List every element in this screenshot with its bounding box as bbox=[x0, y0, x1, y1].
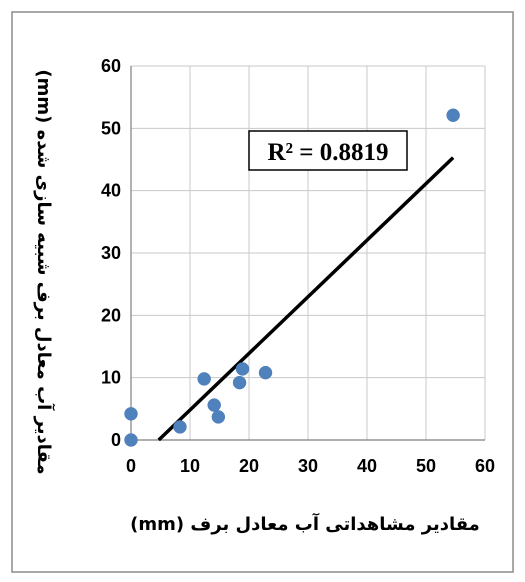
x-tick-label-0: 0 bbox=[126, 456, 136, 476]
data-point-0-6 bbox=[232, 375, 247, 390]
r-squared-box bbox=[248, 130, 408, 171]
x-tick-label-3: 30 bbox=[298, 456, 318, 476]
y-tick-label-1: 10 bbox=[101, 368, 121, 388]
x-tick-label-2: 20 bbox=[239, 456, 259, 476]
y-tick-label-2: 20 bbox=[101, 305, 121, 325]
data-point-0-9 bbox=[446, 108, 460, 122]
y-tick-labels: 0 10 20 30 40 50 60 bbox=[101, 56, 121, 450]
x-tick-label-1: 10 bbox=[180, 456, 200, 476]
data-point-0-2 bbox=[173, 420, 187, 434]
x-tick-label-4: 40 bbox=[357, 456, 377, 476]
trendline-layer bbox=[157, 156, 455, 442]
trendline bbox=[157, 156, 455, 442]
data-point-0-0 bbox=[124, 407, 138, 421]
data-points bbox=[124, 108, 460, 447]
data-point-0-7 bbox=[235, 362, 250, 376]
x-tick-labels: 0 10 20 30 40 50 60 bbox=[126, 456, 495, 476]
y-tick-label-4: 40 bbox=[101, 181, 121, 201]
y-tick-label-5: 50 bbox=[101, 118, 121, 138]
plot-axes bbox=[130, 66, 485, 441]
data-point-0-5 bbox=[211, 410, 226, 424]
y-tick-label-3: 30 bbox=[101, 243, 121, 263]
r-squared-annotation: R² = 0.8819 bbox=[248, 130, 408, 171]
data-point-0-1 bbox=[124, 433, 138, 447]
data-point-0-4 bbox=[207, 398, 221, 412]
data-point-0-8 bbox=[258, 365, 273, 380]
x-tick-label-6: 60 bbox=[475, 456, 495, 476]
y-axis-label: مقادیر آب معادل برف شبیه سازی شده (mm) bbox=[33, 69, 56, 474]
x-tick-label-5: 50 bbox=[416, 456, 436, 476]
data-point-0-3 bbox=[197, 372, 211, 386]
y-tick-label-0: 0 bbox=[111, 430, 121, 450]
x-axis-label: مقادیر مشاهداتی آب معادل برف (mm) bbox=[130, 512, 480, 535]
y-tick-label-6: 60 bbox=[101, 56, 121, 76]
plot-grid bbox=[131, 65, 486, 440]
chart-frame bbox=[11, 11, 514, 573]
r-squared-label: R² = 0.8819 bbox=[267, 139, 388, 166]
